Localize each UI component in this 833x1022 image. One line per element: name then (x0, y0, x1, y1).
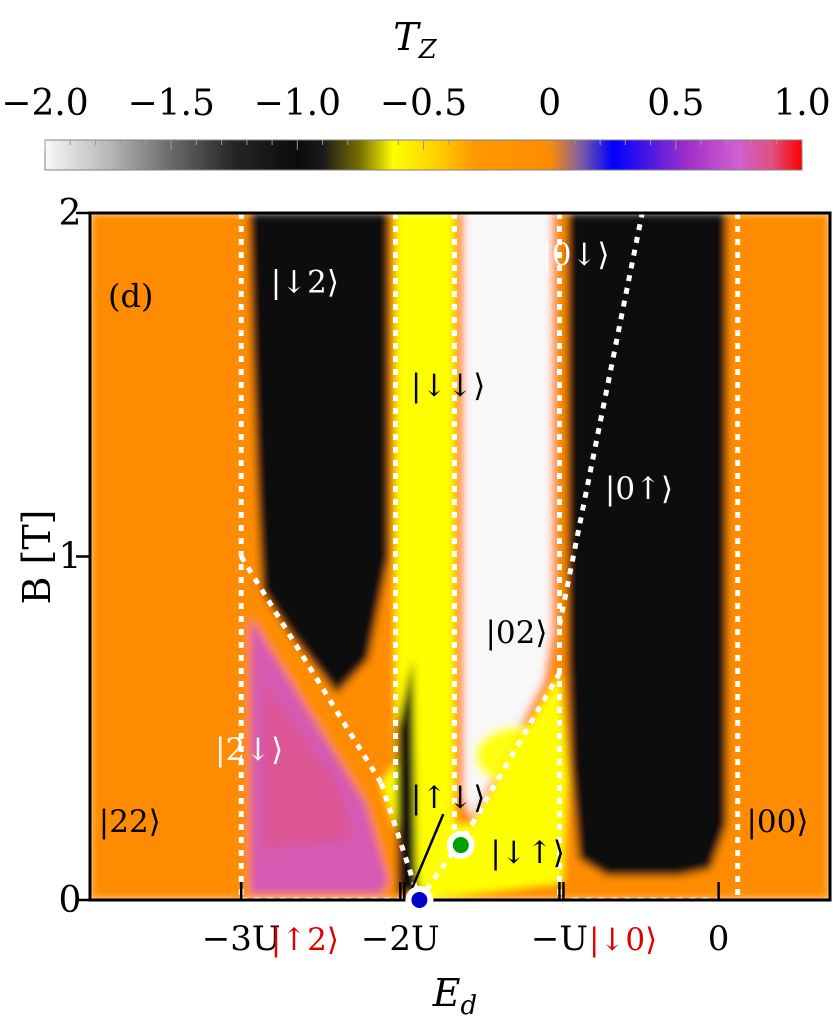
y-axis-ticks: 0 1 2 (59, 193, 90, 921)
state-label: |0↑⟩ (605, 471, 673, 507)
colorbar-tick-label: 0 (538, 83, 561, 124)
state-label: |↓2⟩ (271, 265, 339, 301)
bottom-red-labels: |↑2⟩ |↓0⟩ (271, 922, 658, 958)
x-axis-label-sub: d (461, 991, 478, 1021)
x-tick-label: −3U (202, 919, 281, 959)
y-tick-label: 0 (59, 880, 82, 921)
annotation-line (410, 813, 445, 891)
colorbar-tick-label: −2.0 (1, 83, 88, 124)
colorbar-title-main: T (393, 15, 421, 59)
region (567, 213, 727, 876)
state-label: |2↓⟩ (215, 732, 283, 768)
marker (452, 837, 469, 854)
colorbar-title: TZ (393, 15, 437, 65)
state-label: |02⟩ (485, 615, 547, 651)
state-label: |↓↑⟩ (490, 835, 565, 871)
phase-boundary (417, 823, 474, 900)
colorbar-tick-label: −1.5 (127, 83, 214, 124)
panel-label: (d) (108, 277, 153, 315)
region (463, 213, 552, 818)
state-labels: |↓2⟩ |↓↓⟩ |0↓⟩ |0↑⟩ |02⟩ |2↓⟩ |22⟩ |00⟩ |↑↓⟩|↓↑⟩ (99, 237, 809, 871)
phase-boundary (557, 213, 645, 626)
heatmap (90, 213, 830, 900)
marker (411, 892, 428, 908)
region (249, 213, 390, 694)
y-axis-label: B [T] (15, 510, 59, 605)
region-core (265, 687, 353, 849)
red-state-label: |↑2⟩ (271, 922, 339, 958)
state-label: |0↓⟩ (541, 237, 609, 273)
state-label: |↑↓⟩ (411, 780, 486, 816)
colorbar-tick-label: 0.5 (647, 83, 704, 124)
region (381, 213, 568, 900)
red-state-label: |↓0⟩ (589, 922, 657, 958)
x-tick-label: −U (531, 919, 588, 959)
region-fringe (474, 725, 565, 786)
state-label: |↓↓⟩ (411, 368, 486, 404)
x-tick-label: 0 (708, 919, 730, 959)
phase-boundary (469, 672, 562, 826)
colorbar-tick-label: −0.5 (380, 83, 467, 124)
phase-boundary (239, 555, 384, 785)
colorbar-tick-labels: −2.0 −1.5 −1.0 −0.5 0 0.5 1.0 (1, 83, 830, 124)
colorbar-tick-label: −1.0 (254, 83, 341, 124)
x-tick-label: −2U (361, 919, 440, 959)
colorbar-tick-label: 1.0 (773, 83, 830, 124)
x-axis-label: Ed (432, 971, 477, 1021)
state-label: |00⟩ (746, 804, 808, 840)
y-tick-label: 1 (59, 537, 82, 578)
x-axis-ticks: −3U −2U −U 0 (202, 882, 730, 959)
colorbar-minor-ticks (44, 140, 803, 150)
y-tick-label: 2 (59, 193, 82, 234)
colorbar-title-sub: Z (418, 35, 438, 65)
state-label: |22⟩ (99, 804, 161, 840)
region (397, 659, 420, 894)
markers (405, 831, 475, 914)
x-axis-label-main: E (432, 971, 461, 1015)
